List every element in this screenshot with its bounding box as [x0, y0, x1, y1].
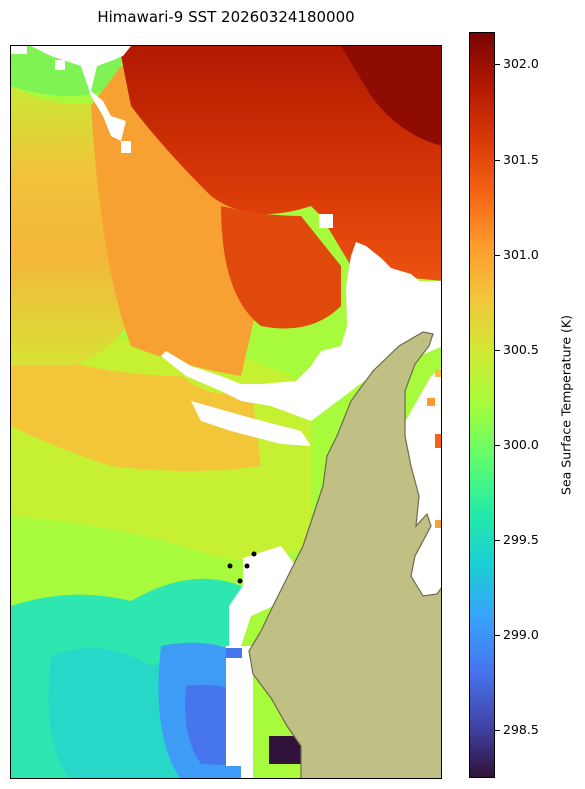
cloud-mask-speck [121, 141, 131, 153]
colorbar-tick-label: 299.0 [503, 627, 539, 643]
cloud-mask-band [191, 401, 311, 446]
ocean-hot-zone [119, 46, 441, 281]
ocean-yellow-zone [11, 346, 261, 471]
ocean-isolated-pixel [435, 520, 441, 528]
colorbar-tick-label: 299.5 [503, 532, 539, 548]
colorbar-label: Sea Surface Temperature (K) [558, 315, 574, 495]
colorbar-tick [495, 159, 500, 161]
colorbar [469, 32, 495, 778]
colorbar-gradient [470, 33, 494, 777]
station-marker[interactable] [244, 563, 250, 569]
cloud-mask-north [11, 46, 131, 141]
colorbar-tick-label: 300.5 [503, 341, 539, 357]
cloud-mask-speck [55, 60, 65, 70]
station-marker[interactable] [251, 551, 257, 557]
colorbar-tick-label: 301.5 [503, 151, 539, 167]
colorbar-tick [495, 254, 500, 256]
colorbar-tick [495, 349, 500, 351]
colorbar-tick [495, 635, 500, 637]
ocean-hottest-patch [341, 46, 441, 146]
ocean-hot-eddy [221, 206, 341, 329]
ocean-isolated-pixel [427, 398, 435, 406]
ocean-blue-pixel [226, 648, 242, 658]
colorbar-tick [495, 444, 500, 446]
colorbar-tick [495, 730, 500, 732]
ocean-isolated-pixel [435, 434, 441, 448]
ocean-isolated-pixel [435, 369, 441, 377]
colorbar-tick [495, 540, 500, 542]
land-mass [248, 331, 441, 778]
map-title: Himawari-9 SST 20260324180000 [97, 8, 355, 26]
sst-map-canvas [11, 46, 441, 778]
station-marker[interactable] [237, 578, 243, 584]
cloud-mask-nearshore [229, 546, 296, 646]
station-marker[interactable] [227, 563, 233, 569]
colorbar-tick-label: 298.5 [503, 722, 539, 738]
cloud-mask-corner [11, 46, 27, 54]
cloud-mask-south [226, 646, 253, 778]
cloud-mask-speck [319, 214, 333, 228]
colorbar-tick-label: 301.0 [503, 246, 539, 262]
colorbar-tick-label: 300.0 [503, 436, 539, 452]
sst-map[interactable] [10, 45, 442, 779]
colorbar-tick [495, 64, 500, 66]
colorbar-tick-label: 302.0 [503, 56, 539, 72]
cloud-mask-coast [161, 242, 441, 421]
